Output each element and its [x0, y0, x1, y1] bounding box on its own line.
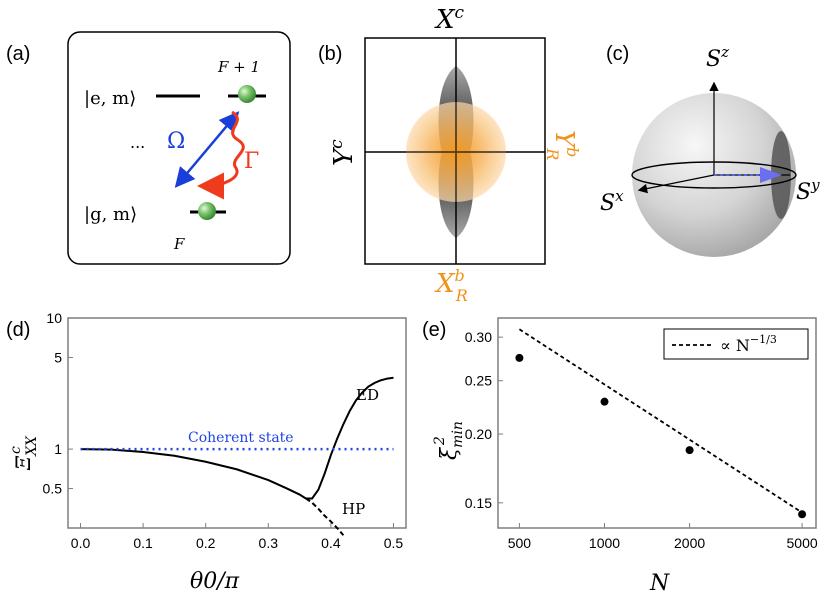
e-ytick-label: 0.20	[465, 426, 492, 442]
d-ytick-label: 1	[54, 441, 62, 457]
b-top-label: Xc	[434, 3, 465, 35]
d-xtick-label: 0.0	[71, 535, 91, 551]
b-bottom-label: Xb R	[434, 266, 468, 305]
ed-label: ED	[356, 386, 379, 404]
lower-level-label: F	[173, 235, 185, 253]
d-xtick-label: 0.3	[259, 535, 279, 551]
sx-label: Sx	[600, 187, 624, 216]
e-plot	[515, 328, 807, 519]
ground-state-label: |g, m⟩	[84, 204, 137, 225]
gamma-wavy-arrow	[197, 110, 245, 200]
e-ylabel: ξmin2	[432, 421, 466, 460]
e-xtick-label: 500	[508, 535, 532, 551]
mean-spin-arrowhead	[760, 167, 782, 183]
panel-a: (a) |e, m⟩ |g, m⟩ F + 1 F ... Ω Γ	[6, 31, 291, 265]
panel-e-label: (e)	[422, 319, 446, 341]
ellipsis: ...	[130, 133, 145, 152]
e-frame	[497, 317, 817, 529]
upper-atom-icon	[238, 85, 256, 103]
sz-label: Sz	[706, 43, 729, 72]
svg-text:Yc: Yc	[327, 139, 359, 166]
b-right-label: YbR	[543, 130, 582, 160]
d-ylabel: ΞXXc	[8, 435, 40, 471]
lower-atom-icon	[198, 202, 216, 220]
svg-text:ΞXXc: ΞXXc	[8, 435, 40, 471]
b-left-label: Yc	[327, 139, 359, 166]
e-ytick-label: 0.25	[465, 373, 492, 389]
e-legend-text: ∝ N−1/3	[720, 333, 777, 355]
d-xtick-label: 0.1	[133, 535, 153, 551]
e-data-point	[515, 353, 524, 362]
e-xtick-label: 2000	[674, 535, 705, 551]
e-legend-box	[663, 328, 809, 360]
sy-label: Sy	[796, 176, 820, 205]
e-xlabel: N	[649, 571, 670, 596]
e-data-point	[685, 446, 694, 455]
d-xtick-label: 0.4	[321, 535, 341, 551]
d-series-ed	[80, 376, 394, 500]
d-xtick-label: 0.5	[384, 535, 404, 551]
d-xlabel: θ0/π	[190, 569, 240, 594]
hp-label: HP	[342, 500, 365, 518]
panel-d-label: (d)	[6, 319, 30, 341]
upper-level-label: F + 1	[217, 58, 260, 76]
d-ticks: 0.0 0.1 0.2 0.3 0.4 0.5 0.5 1 5 10	[43, 310, 404, 551]
panel-a-frame	[67, 31, 291, 265]
sx-axis	[637, 174, 715, 194]
gamma-label: Γ	[244, 149, 259, 174]
omega-arrow	[174, 111, 240, 188]
e-fit-line	[518, 328, 803, 514]
e-data-point	[600, 397, 609, 406]
omega-label: Ω	[167, 129, 185, 154]
e-ytick-label: 0.30	[465, 329, 492, 345]
svg-text:YbR: YbR	[543, 130, 582, 160]
panel-c: (c) Sz Sx Sy	[600, 43, 820, 257]
panel-a-label: (a)	[6, 43, 30, 65]
e-data-point	[798, 510, 807, 519]
panel-c-label: (c)	[606, 43, 629, 65]
d-ytick-label: 5	[54, 349, 62, 365]
d-frame	[67, 317, 407, 529]
e-xtick-label: 5000	[787, 535, 818, 551]
panel-b: (b) Xc Yc Xb R YbR	[318, 3, 582, 305]
d-ytick-label: 10	[46, 310, 62, 326]
svg-text:ξmin2: ξmin2	[432, 421, 466, 460]
d-series-hp	[305, 497, 345, 536]
e-ytick-label: 0.15	[465, 495, 492, 511]
d-plot	[80, 376, 394, 536]
d-xtick-label: 0.2	[196, 535, 216, 551]
panel-b-label: (b)	[318, 43, 342, 65]
e-xtick-label: 1000	[589, 535, 620, 551]
e-ticks: 500 1000 2000 5000 0.15 0.20 0.25 0.30	[465, 329, 818, 551]
coherent-state-label: Coherent state	[188, 430, 294, 446]
excited-state-label: |e, m⟩	[84, 88, 136, 109]
panel-e: (e) 500 1000 2000 5000 0.15 0.20 0.25 0.30 ∝ N−…	[422, 317, 818, 596]
d-ytick-label: 0.5	[43, 481, 63, 497]
